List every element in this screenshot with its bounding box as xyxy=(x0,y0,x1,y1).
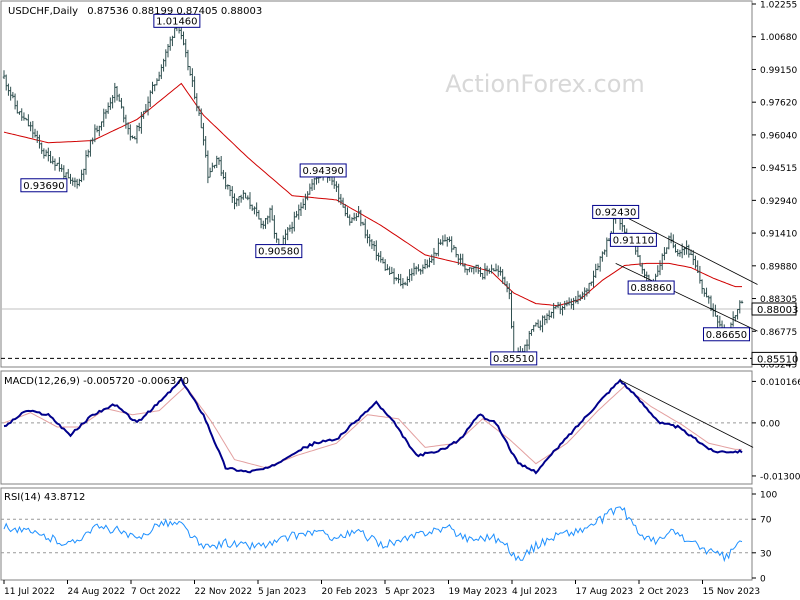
macd-panel-border xyxy=(0,370,753,485)
price-channel xyxy=(615,211,758,332)
date-tick-label: 7 Oct 2022 xyxy=(131,587,181,597)
date-tick-label: 24 Aug 2022 xyxy=(68,587,126,597)
price-label: 0.86650 xyxy=(706,330,747,341)
price-panel-border xyxy=(0,0,753,368)
channel-lower-line xyxy=(615,263,758,332)
date-tick-label: 5 Jan 2023 xyxy=(258,587,306,597)
rsi-tick-label: 70 xyxy=(760,516,772,526)
price-label-box xyxy=(255,244,303,259)
price-tick-label: 0.89880 xyxy=(760,262,797,272)
rsi-panel-border xyxy=(0,487,753,581)
price-label: 0.93690 xyxy=(23,181,64,192)
price-axis: 1.02255 1.00680 0.99150 0.97620 0.96040 0.945… xyxy=(752,1,797,371)
price-tick-label: 1.00680 xyxy=(760,33,797,43)
price-label: 0.94390 xyxy=(302,166,343,177)
macd-line xyxy=(3,376,743,475)
macd-trendline xyxy=(619,379,754,448)
price-label-box xyxy=(702,327,750,342)
price-label: 1.01460 xyxy=(156,16,197,27)
price-label-box xyxy=(592,204,640,219)
price-label-box xyxy=(20,178,68,193)
price-label: 0.91110 xyxy=(613,235,654,246)
price-tick-label: 0.92940 xyxy=(760,197,797,207)
macd-tick-label: 0.00 xyxy=(760,419,780,429)
price-tick-label: 0.94515 xyxy=(760,164,797,174)
current-price-value: 0.88003 xyxy=(757,305,798,316)
price-label: 0.92430 xyxy=(595,207,636,218)
price-labels: 1.01460 0.93690 0.90580 0.94390 0.85510 0.924… xyxy=(20,13,750,366)
price-label: 0.88860 xyxy=(630,283,671,294)
time-axis: 11 Jul 2022 24 Aug 2022 7 Oct 2022 22 Nov 2… xyxy=(3,580,761,597)
watermark: ActionForex.com xyxy=(445,70,645,98)
date-tick-label: 4 Jul 2023 xyxy=(512,587,557,597)
price-tick-label: 0.91410 xyxy=(760,230,797,240)
macd-tick-label: 0.010166 xyxy=(760,378,800,388)
rsi-line-layer xyxy=(1,506,752,563)
date-tick-label: 5 Apr 2023 xyxy=(385,587,435,597)
support-tag-box xyxy=(751,351,797,365)
price-tick-label: 0.88305 xyxy=(760,295,797,305)
rsi-tick-label: 0 xyxy=(760,575,766,585)
channel-upper-line xyxy=(615,211,758,285)
date-tick-label: 11 Jul 2022 xyxy=(4,587,55,597)
rsi-panel: 100 70 30 0 RSI(14) 43.8712 xyxy=(0,487,777,585)
ohlc-label: 0.87536 0.88199 0.87405 0.88003 xyxy=(87,6,262,17)
price-label-box xyxy=(153,13,201,28)
price-tick-label: 0.97620 xyxy=(760,99,797,109)
macd-tick-label: -0.013006 xyxy=(760,472,800,482)
rsi-tick-label: 30 xyxy=(760,549,772,559)
macd-panel: 0.010166 0.00 -0.013006 MACD(12,26,9) -0.0… xyxy=(0,370,800,485)
date-tick-label: 20 Feb 2023 xyxy=(322,587,378,597)
macd-lines xyxy=(1,376,754,475)
rsi-title: RSI(14) 43.8712 xyxy=(4,492,85,503)
macd-axis: 0.010166 0.00 -0.013006 xyxy=(752,378,800,482)
rsi-axis: 100 70 30 0 xyxy=(752,491,777,585)
price-label-box xyxy=(609,232,657,247)
date-tick-label: 19 May 2023 xyxy=(449,587,508,597)
date-tick-label: 17 Aug 2023 xyxy=(576,587,634,597)
macd-title: MACD(12,26,9) -0.005720 -0.006370 xyxy=(4,376,189,387)
support-level: 0.85510 xyxy=(1,351,798,365)
price-tick-label: 0.99150 xyxy=(760,66,797,76)
price-tick-label: 0.96040 xyxy=(760,131,797,141)
rsi-tick-label: 100 xyxy=(760,491,777,501)
price-label: 0.90580 xyxy=(258,247,299,258)
price-label-box xyxy=(299,163,347,178)
price-label-box xyxy=(490,351,538,366)
symbol-label: USDCHF,Daily xyxy=(8,6,78,17)
support-tag-label: 0.85510 xyxy=(757,354,798,365)
price-tick-label: 0.85245 xyxy=(760,361,797,371)
date-tick-label: 2 Oct 2023 xyxy=(639,587,689,597)
price-tick-label: 0.86775 xyxy=(760,328,797,338)
price-panel: 1.02255 1.00680 0.99150 0.97620 0.96040 0.945… xyxy=(0,0,798,371)
rsi-line xyxy=(3,506,743,563)
date-tick-label: 15 Nov 2023 xyxy=(703,587,761,597)
date-tick-label: 22 Nov 2022 xyxy=(195,587,253,597)
price-tick-label: 1.02255 xyxy=(760,1,797,11)
price-label: 0.85510 xyxy=(493,354,534,365)
svg-text:USDCHF,Daily 0.87536 0.8: USDCHF,Daily 0.87536 0.88199 0.87405 0.8… xyxy=(8,6,262,17)
price-label-box xyxy=(627,280,675,295)
current-price-tag: 0.88003 xyxy=(751,302,798,316)
